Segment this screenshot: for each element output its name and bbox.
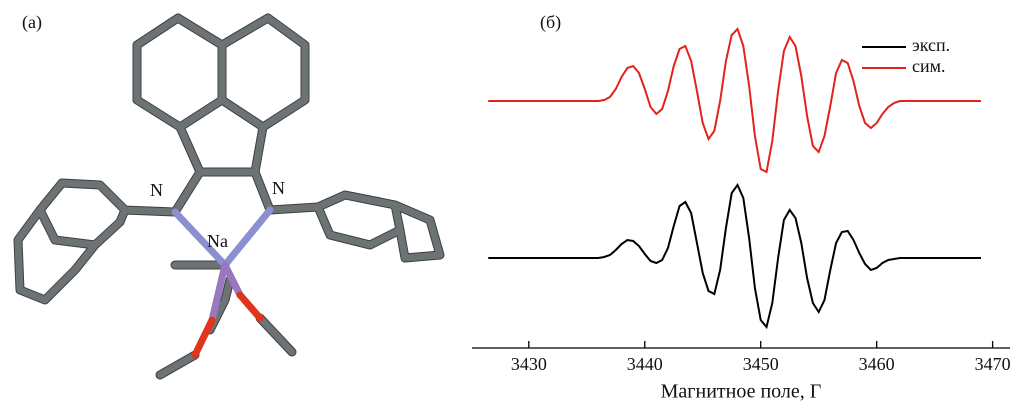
x-axis-label: Магнитное поле, Г	[661, 381, 822, 403]
figure: (a) N N Na (б) Магнитное поле, Г 3430 344…	[0, 0, 1019, 408]
series-line	[488, 29, 981, 172]
legend-label: сим.	[912, 56, 946, 76]
panel-label: (б)	[540, 12, 561, 33]
x-tick-label: 3440	[627, 354, 663, 374]
x-tick-label: 3460	[859, 354, 895, 374]
atom-label: Na	[207, 231, 228, 251]
panel-label: (a)	[22, 12, 42, 33]
legend-label: эксп.	[912, 35, 950, 55]
molecule: (a) N N Na	[18, 12, 440, 375]
x-tick-label: 3470	[975, 354, 1011, 374]
atom-label: N	[150, 180, 163, 200]
x-tick-label: 3430	[511, 354, 547, 374]
series-line	[488, 185, 981, 327]
plot: 3430 3440 3450 3460 3470 эксп.сим.	[488, 29, 1010, 374]
atom-label: N	[272, 178, 285, 198]
x-tick-label: 3450	[743, 354, 779, 374]
